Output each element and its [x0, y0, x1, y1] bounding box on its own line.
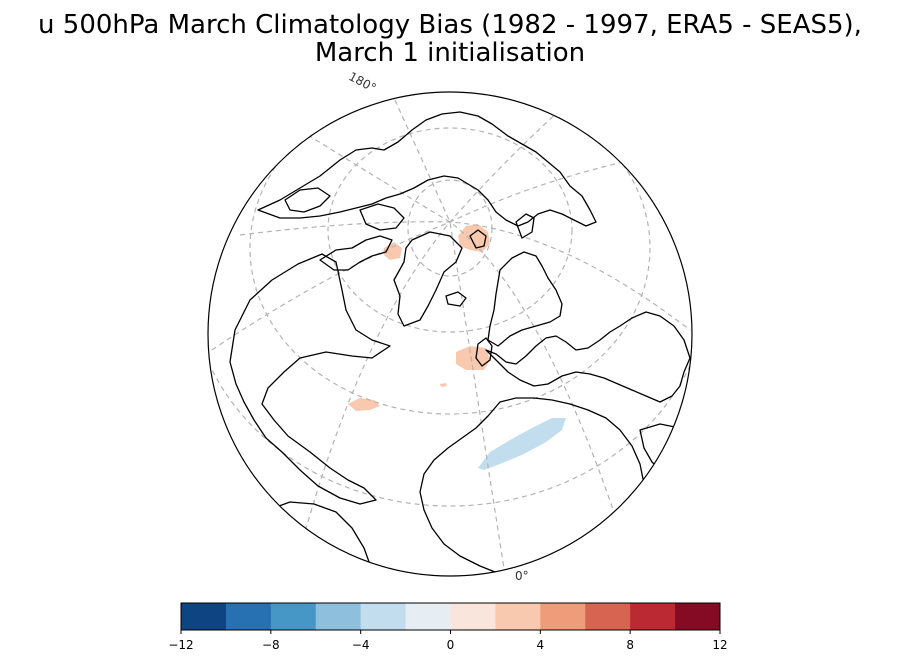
colorbar-swatch-3: [315, 603, 362, 630]
meridian-label-180: 180°: [346, 69, 378, 95]
meridian-45: [299, 129, 621, 531]
globe: [207, 91, 693, 577]
gridlines: [208, 92, 692, 576]
globe-background: [208, 92, 692, 576]
map-content: [208, 92, 692, 576]
bias-patch-svalbard: [458, 224, 490, 252]
colorbar-tick-label-1: −8: [262, 638, 280, 652]
coast-canadian-archipelago-2: [359, 203, 405, 231]
coast-svalbard: [469, 229, 487, 249]
coast-scandinavia: [487, 251, 563, 347]
coast-north-america: [229, 253, 391, 505]
colorbar-swatch-6: [450, 603, 496, 630]
coast-europe: [485, 311, 691, 403]
bias-patch-iceland: [456, 346, 490, 370]
colorbar-swatch-8: [540, 603, 586, 630]
colorbar-swatch-0: [181, 603, 227, 630]
colorbar-tick-label-3: 0: [447, 638, 455, 652]
globe-outline: [207, 91, 693, 577]
colorbar-swatch-1: [225, 603, 272, 630]
colorbar: −12 −8 −4 0 4 8 12: [168, 602, 728, 652]
colorbar-swatch-9: [585, 603, 631, 630]
coast-alaska: [284, 187, 331, 213]
coast-canadian-archipelago: [319, 235, 393, 271]
chart-title-line-1: u 500hPa March Climatology Bias (1982 - …: [38, 10, 862, 40]
colorbar-swatch-5: [405, 603, 451, 630]
bias-patch-atlantic: [348, 398, 380, 411]
colorbar-swatch-11: [675, 603, 721, 630]
colorbar-ticks: −12 −8 −4 0 4 8 12: [168, 630, 728, 652]
coast-iceland: [445, 291, 467, 307]
colorbar-tick-label-6: 12: [712, 638, 727, 652]
colorbar-swatch-4: [360, 603, 407, 630]
colorbar-swatches: [181, 603, 721, 630]
colorbar-tick-label-4: 4: [537, 638, 545, 652]
latitude-circle-70: [327, 127, 573, 333]
coast-novaya-zemlya: [515, 213, 535, 239]
colorbar-swatch-10: [630, 603, 676, 630]
meridian-label-0: 0°: [515, 569, 529, 583]
colorbar-swatch-2: [270, 603, 317, 630]
meridian-225: [299, 109, 561, 551]
meridian-180-0: [394, 99, 506, 576]
colorbar-swatch-7: [495, 603, 541, 630]
colorbar-tick-label-5: 8: [626, 638, 634, 652]
bias-patch-atlantic-small: [440, 383, 447, 387]
coast-africa: [419, 397, 645, 576]
colorbar-tick-label-0: −12: [168, 638, 193, 652]
latitude-circle-60: [249, 92, 651, 415]
bias-patches: [348, 224, 566, 470]
bias-patch-mediterranean: [478, 418, 566, 470]
chart-title-line-2: March 1 initialisation: [314, 38, 586, 68]
coast-greenland: [393, 231, 463, 327]
coast-uk: [475, 337, 493, 367]
colorbar-tick-label-2: −4: [352, 638, 370, 652]
coast-siberia: [257, 111, 597, 227]
